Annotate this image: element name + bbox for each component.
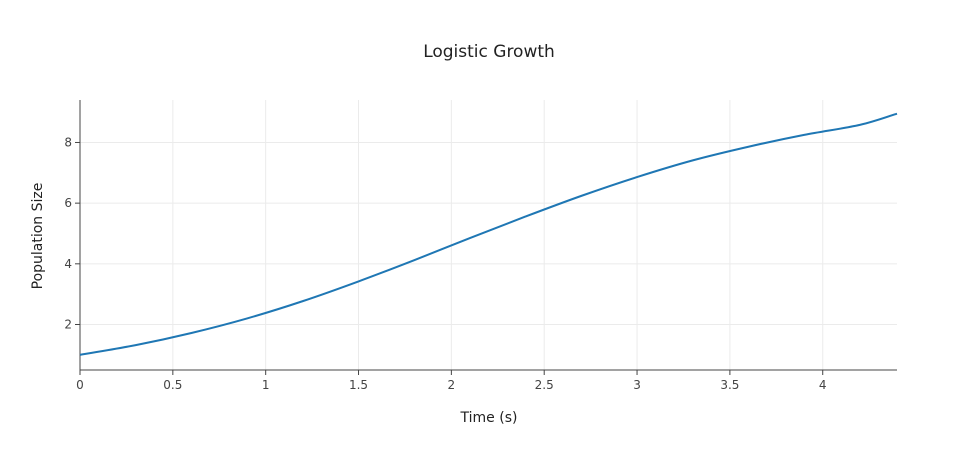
y-tick-label: 4 <box>64 257 72 271</box>
x-tick-label: 1 <box>262 378 270 392</box>
grid-lines <box>80 100 897 370</box>
tick-labels: 0 0.5 1 1.5 2 2.5 3 3.5 4 2 4 6 8 <box>64 135 826 392</box>
series-layer <box>79 112 898 356</box>
y-axis-label: Population Size <box>30 183 46 290</box>
x-axis-label: Time (s) <box>460 410 518 426</box>
x-tick-label: 2.5 <box>535 378 554 392</box>
chart-title: Logistic Growth <box>423 42 555 62</box>
x-tick-label: 3 <box>633 378 641 392</box>
y-tick-label: 8 <box>64 135 72 149</box>
y-tick-label: 6 <box>64 196 72 210</box>
series-line-0 <box>79 112 898 356</box>
x-tick-label: 0.5 <box>163 378 182 392</box>
x-tick-label: 3.5 <box>720 378 739 392</box>
x-tick-label: 2 <box>448 378 456 392</box>
x-tick-label: 4 <box>819 378 827 392</box>
x-tick-label: 1.5 <box>349 378 368 392</box>
y-tick-label: 2 <box>64 317 72 331</box>
x-tick-label: 0 <box>76 378 84 392</box>
axes <box>75 100 897 375</box>
